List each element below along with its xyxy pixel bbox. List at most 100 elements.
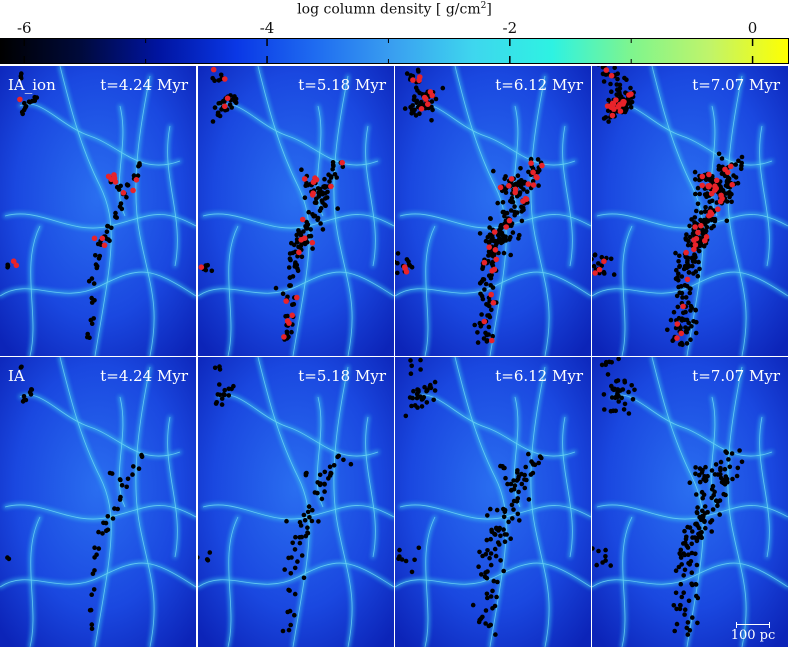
sink-particle	[286, 265, 292, 270]
colorbar-tick-label: 0	[747, 19, 758, 37]
sim-panel: t=5.18 Myr	[198, 357, 394, 647]
sink-particle	[100, 531, 105, 536]
sink-particle	[109, 225, 114, 231]
ionizing-source	[491, 229, 498, 235]
sink-particle	[215, 392, 221, 397]
scale-bar-label: 100 pc	[730, 628, 776, 643]
sink-particle	[617, 86, 623, 91]
sink-particle	[136, 466, 142, 471]
sink-particle	[676, 259, 681, 264]
sink-particle	[91, 587, 97, 592]
sink-particle	[596, 548, 601, 554]
sink-particle	[409, 363, 414, 369]
ionizing-source	[611, 106, 617, 112]
sink-particle	[624, 77, 629, 82]
sink-particle	[484, 537, 490, 543]
sink-particle	[218, 72, 224, 78]
sink-particle	[614, 92, 619, 97]
sink-particle	[500, 209, 506, 215]
sink-particle	[679, 274, 685, 279]
sink-particle	[681, 573, 686, 578]
sink-particle	[203, 263, 208, 268]
sink-particle	[19, 71, 24, 76]
gas-filament-core	[592, 562, 788, 588]
gas-filament-core	[19, 103, 181, 166]
sink-particle	[320, 200, 325, 205]
sink-particle	[592, 263, 597, 269]
sink-particle	[592, 252, 598, 258]
sink-particle	[96, 529, 101, 535]
ionizing-source	[481, 318, 488, 325]
sink-particle	[418, 367, 423, 372]
sink-particle	[682, 612, 687, 617]
sink-particle	[284, 518, 289, 524]
sink-particle	[687, 223, 692, 229]
sink-particle	[485, 569, 490, 574]
sink-particle	[320, 227, 326, 232]
sink-particle	[492, 546, 498, 552]
ionizing-source	[530, 169, 536, 176]
ionizing-source	[310, 190, 316, 196]
gas-filament-core	[59, 66, 112, 356]
sink-particle	[288, 257, 293, 263]
sink-particle	[490, 588, 495, 594]
ionizing-source	[678, 330, 685, 337]
sink-particle	[103, 520, 109, 526]
sink-particle	[689, 581, 694, 587]
ionizing-source	[301, 235, 308, 241]
sink-particle	[220, 98, 226, 104]
gas-filament-core	[365, 416, 376, 558]
sink-particle	[681, 310, 686, 316]
sink-particle	[488, 551, 494, 556]
gas-filament-core	[29, 516, 41, 647]
sink-particle	[485, 548, 490, 553]
sink-particle	[739, 459, 745, 465]
sink-particle	[688, 308, 693, 313]
sink-particle	[700, 515, 705, 521]
sink-particle	[431, 397, 436, 403]
gas-filament-core	[621, 225, 633, 356]
sink-particle	[341, 457, 346, 463]
sink-particle	[470, 602, 476, 608]
sink-particle	[673, 568, 679, 573]
sink-particle	[292, 264, 298, 269]
ionizing-source	[512, 186, 519, 193]
sink-particle	[731, 173, 736, 178]
sink-particle	[210, 119, 216, 124]
sink-particle	[408, 371, 414, 376]
sink-particle	[508, 481, 514, 487]
time-label: t=7.07 Myr	[692, 367, 780, 385]
sink-particle	[397, 554, 402, 559]
sink-particle	[519, 481, 525, 487]
sink-particle	[733, 162, 738, 167]
time-label: t=6.12 Myr	[495, 367, 583, 385]
sink-particle	[412, 94, 417, 99]
sink-particle	[94, 263, 100, 269]
sink-particle	[297, 540, 303, 546]
sink-particle	[683, 536, 689, 542]
sink-particle	[684, 625, 690, 631]
ionizing-source	[489, 268, 495, 274]
ionizing-source	[708, 190, 715, 197]
sink-particle	[404, 257, 410, 262]
sink-particle	[477, 281, 483, 286]
sink-particle	[609, 89, 614, 94]
gas-filament-core	[316, 396, 324, 508]
sink-particle	[297, 520, 303, 525]
ionizing-source	[530, 182, 537, 188]
sink-particle	[29, 387, 35, 392]
sink-particle	[305, 525, 310, 530]
sink-particle	[135, 173, 141, 178]
sink-particle	[327, 464, 333, 470]
sink-particle	[501, 568, 506, 574]
gas-filament-core	[710, 105, 718, 217]
sink-particle	[494, 507, 500, 513]
gas-filament-core	[365, 125, 376, 267]
sink-particle	[89, 592, 94, 597]
sink-particle	[687, 290, 693, 296]
sink-particle	[691, 271, 696, 276]
sink-particle	[286, 627, 292, 633]
sink-particle	[705, 509, 710, 515]
ionizing-source	[130, 187, 136, 194]
sink-particle	[624, 105, 629, 111]
